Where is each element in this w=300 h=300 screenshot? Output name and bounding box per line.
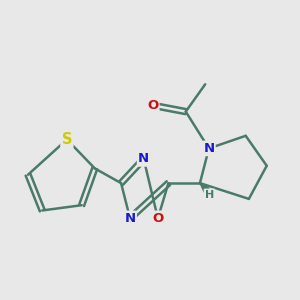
Text: N: N [138, 152, 149, 165]
Text: O: O [147, 99, 158, 112]
Text: S: S [62, 132, 72, 147]
Polygon shape [200, 183, 209, 193]
Text: O: O [152, 212, 164, 225]
Text: N: N [203, 142, 214, 155]
Text: N: N [124, 212, 136, 225]
Text: H: H [205, 190, 214, 200]
